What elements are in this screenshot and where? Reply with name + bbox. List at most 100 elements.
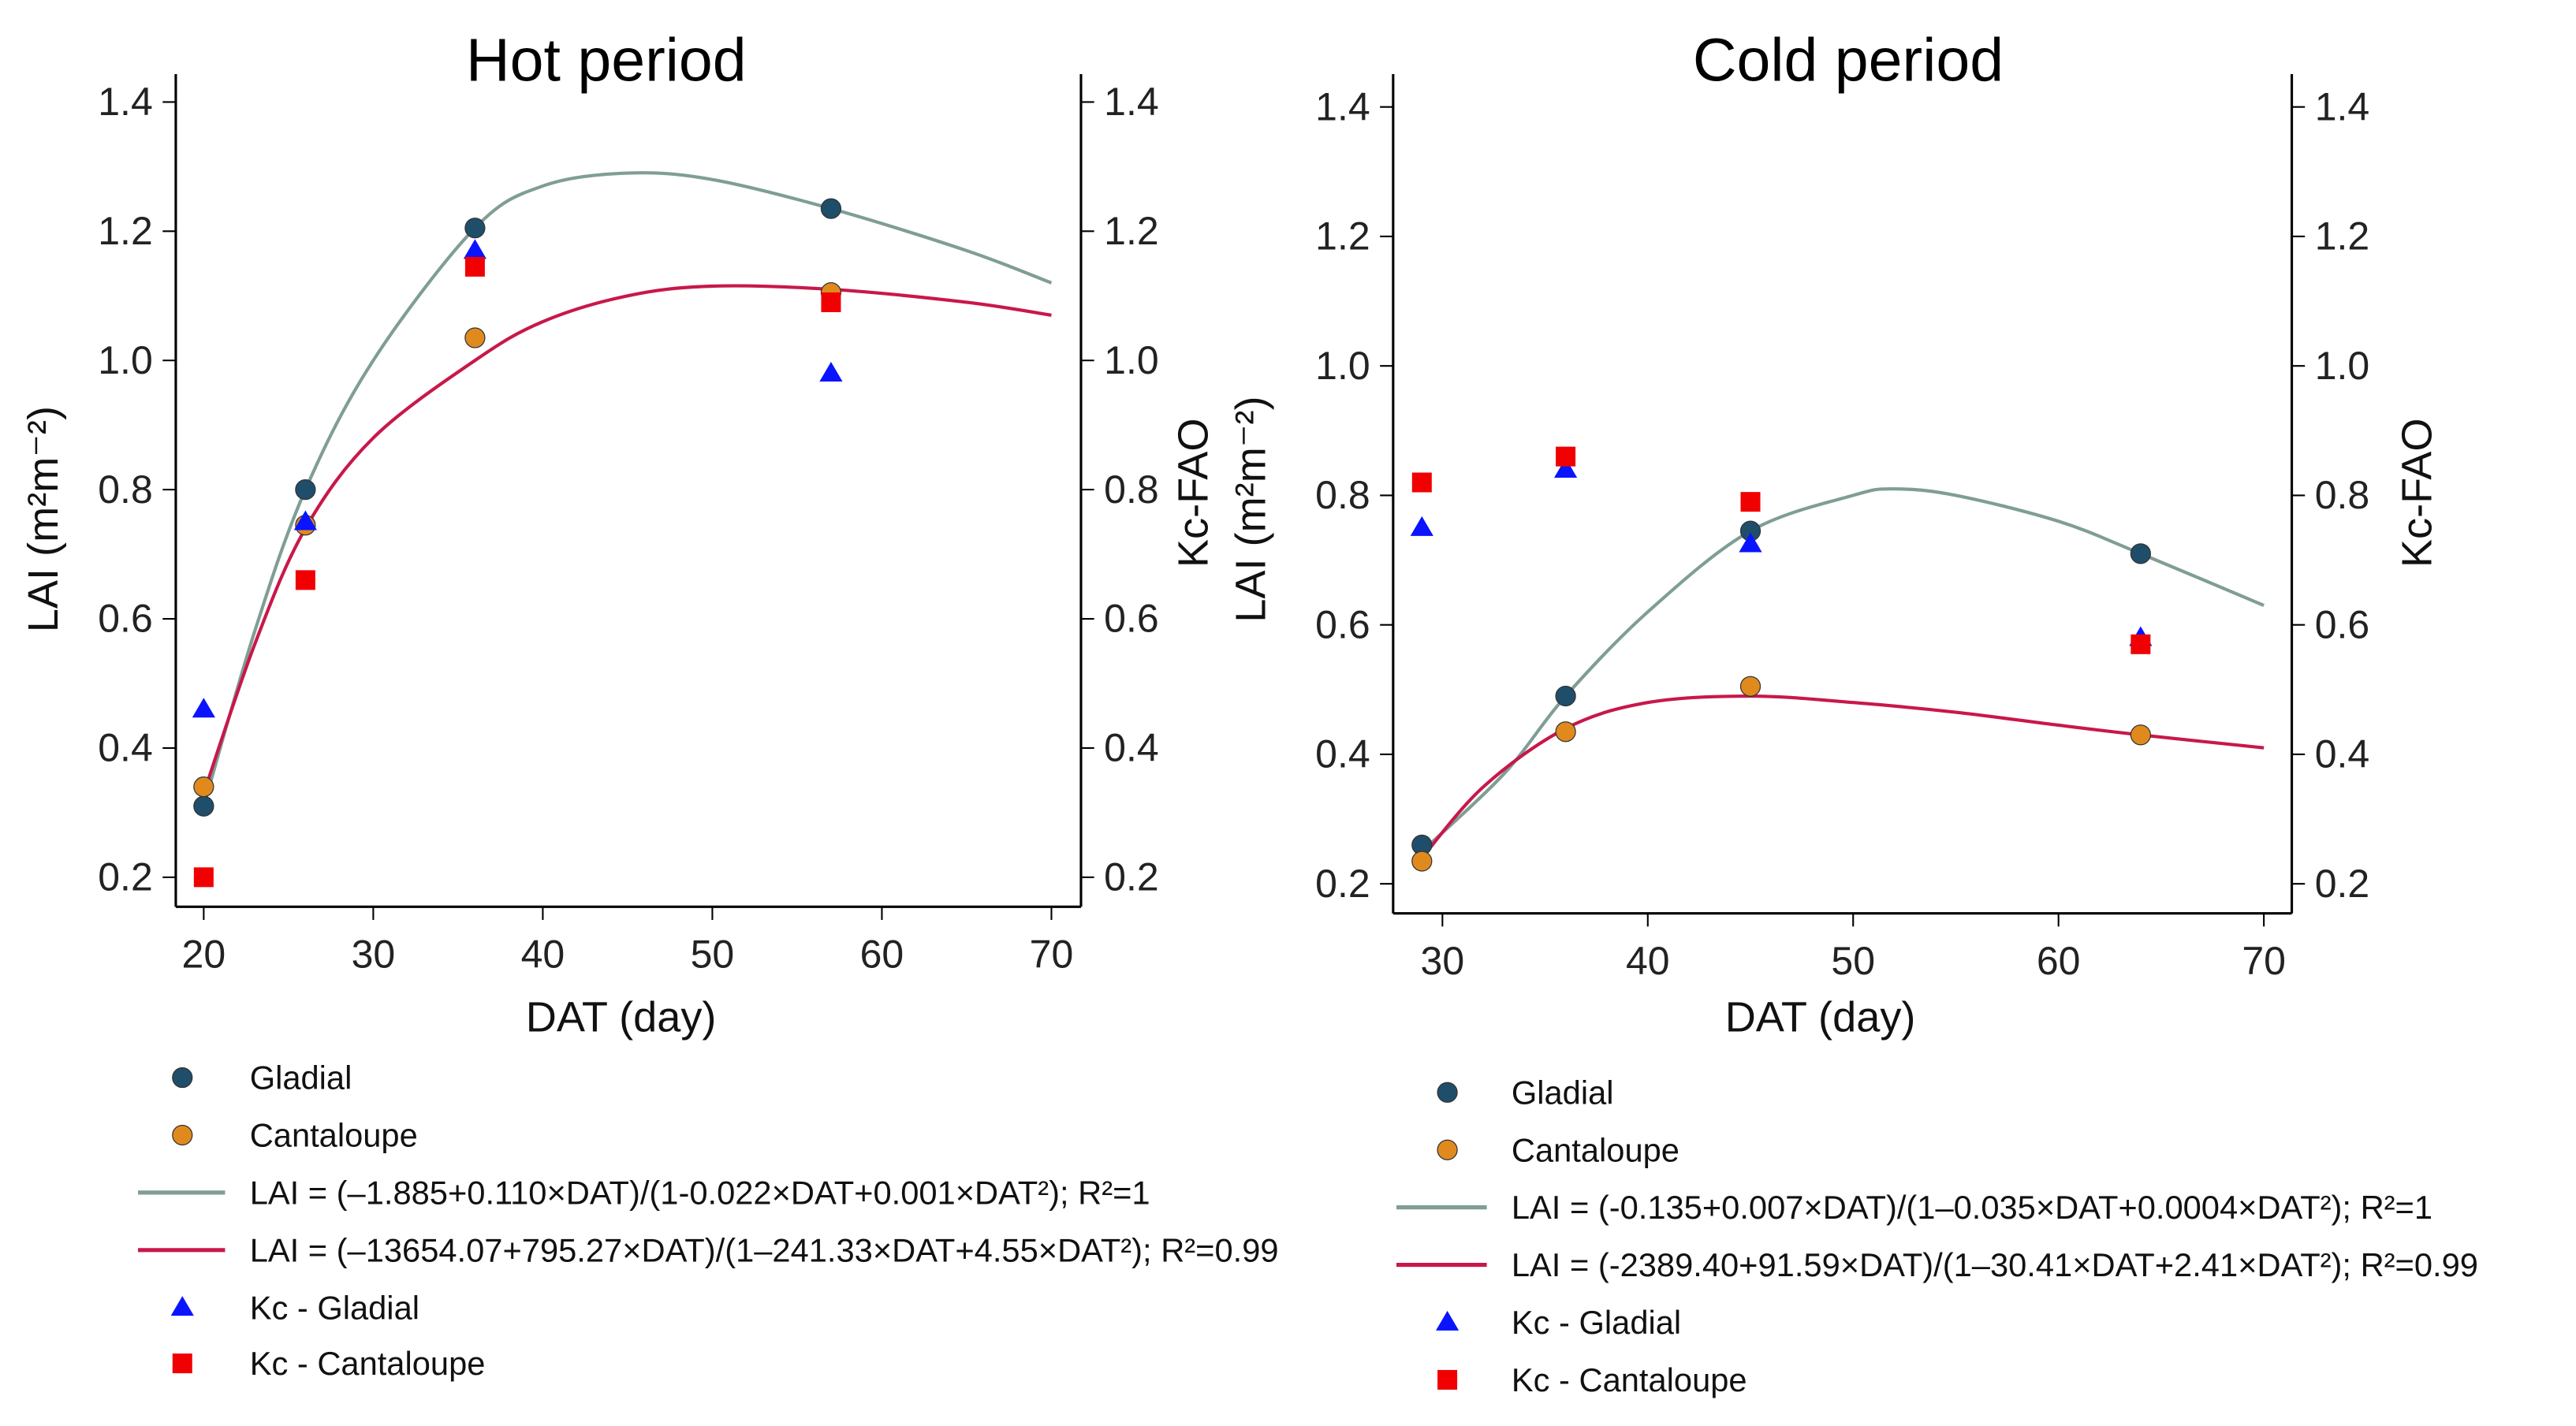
- x-tick-label: 70: [2242, 939, 2286, 983]
- legend-label: LAI = (-2389.40+91.59×DAT)/(1–30.41×DAT+…: [1512, 1246, 2478, 1283]
- legend-marker: [1436, 1310, 1459, 1331]
- legend-marker: [172, 1353, 192, 1374]
- y2-tick-label: 0.8: [1104, 467, 1159, 512]
- data-point-circle: [1555, 685, 1576, 707]
- legend-label: Kc - Gladial: [250, 1289, 419, 1326]
- data-point-triangle: [463, 239, 486, 259]
- data-point-circle: [464, 327, 486, 348]
- y2-tick-label: 1.2: [1104, 209, 1159, 253]
- x-tick-label: 50: [691, 932, 735, 976]
- x-tick-label: 40: [1626, 939, 1670, 983]
- x-tick-label: 30: [352, 932, 396, 976]
- legend-label: Gladial: [1512, 1074, 1614, 1111]
- legend-label: Kc - Gladial: [1512, 1304, 1681, 1341]
- legend-marker: [170, 1296, 194, 1316]
- y2-axis-label: Kc-FAO: [2394, 419, 2441, 568]
- data-point-triangle: [1739, 532, 1762, 553]
- y-tick-label: 1.4: [98, 80, 153, 124]
- y2-tick-label: 0.2: [2315, 862, 2370, 906]
- data-point-square: [2131, 634, 2151, 654]
- data-point-circle: [295, 479, 316, 501]
- legend-label: LAI = (–1.885+0.110×DAT)/(1-0.022×DAT+0.…: [250, 1174, 1150, 1211]
- legend-marker: [172, 1124, 193, 1146]
- data-point-square: [193, 867, 214, 888]
- y-tick-label: 1.4: [1315, 84, 1370, 128]
- y-tick-label: 0.6: [98, 597, 153, 641]
- y-axis-label: LAI (m²m⁻²): [20, 406, 67, 632]
- legend-marker: [1437, 1369, 1458, 1390]
- data-point-circle: [1555, 721, 1576, 743]
- data-point-triangle: [293, 510, 317, 531]
- y-tick-label: 1.2: [98, 209, 153, 253]
- x-tick-label: 40: [521, 932, 565, 976]
- y2-tick-label: 0.6: [2315, 602, 2370, 646]
- data-point-triangle: [1554, 457, 1578, 478]
- fit-curve-3: [1420, 694, 2265, 859]
- data-point-square: [1411, 472, 1432, 493]
- y-tick-label: 1.0: [98, 338, 153, 382]
- y-tick-label: 0.8: [98, 467, 153, 512]
- y-tick-label: 0.6: [1315, 602, 1370, 646]
- x-tick-label: 70: [1030, 932, 1074, 976]
- legend-label: Gladial: [250, 1059, 352, 1096]
- data-point-circle: [193, 776, 214, 798]
- data-point-circle: [193, 795, 214, 817]
- y-tick-label: 0.8: [1315, 473, 1370, 517]
- legend-label: Kc - Cantaloupe: [250, 1345, 486, 1382]
- y2-tick-label: 1.0: [1104, 338, 1159, 382]
- chart-title: Hot period: [466, 26, 747, 94]
- chart-title: Cold period: [1693, 26, 2004, 94]
- x-tick-label: 60: [2037, 939, 2081, 983]
- legend-marker: [1437, 1139, 1458, 1160]
- data-point-triangle: [819, 362, 843, 382]
- data-point-circle: [2130, 543, 2151, 564]
- data-point-square: [1556, 446, 1576, 467]
- legend-label: Cantaloupe: [1512, 1131, 1679, 1168]
- y-tick-label: 0.4: [1315, 732, 1370, 776]
- x-tick-label: 50: [1831, 939, 1875, 983]
- chart-panel-0: Hot period 20 30 40 50 60 70 0.2 0.2 0.4 0.4 0.6 0.6…: [20, 26, 1279, 1382]
- y-tick-label: 0.2: [98, 855, 153, 899]
- y2-tick-label: 1.0: [2315, 344, 2370, 388]
- data-point-circle: [1411, 851, 1433, 872]
- y2-tick-label: 0.8: [2315, 473, 2370, 517]
- legend-label: Cantaloupe: [250, 1117, 418, 1154]
- y2-axis-label: Kc-FAO: [1169, 419, 1217, 568]
- y2-tick-label: 1.4: [1104, 80, 1159, 124]
- y2-tick-label: 1.4: [2315, 84, 2370, 128]
- data-point-square: [295, 570, 315, 590]
- legend-marker: [1437, 1082, 1458, 1103]
- data-point-circle: [2130, 724, 2151, 746]
- y2-tick-label: 0.4: [2315, 732, 2370, 776]
- data-point-square: [821, 292, 841, 312]
- fit-curve-2: [202, 171, 1053, 807]
- chart-panel-1: Cold period 30 40 50 60 70 0.2 0.2 0.4 0.4 0.6 0.6 0…: [1227, 26, 2478, 1398]
- y-tick-label: 1.0: [1315, 344, 1370, 388]
- y2-tick-label: 1.2: [2315, 214, 2370, 259]
- x-tick-label: 60: [860, 932, 904, 976]
- data-point-circle: [1739, 676, 1761, 697]
- data-point-circle: [820, 198, 842, 219]
- x-axis-label: DAT (day): [526, 994, 717, 1041]
- fit-curve-3: [202, 284, 1052, 794]
- fit-curve-2: [1420, 487, 2265, 853]
- x-axis-label: DAT (day): [1725, 994, 1916, 1041]
- legend-label: Kc - Cantaloupe: [1512, 1361, 1747, 1398]
- y-tick-label: 0.2: [1315, 862, 1370, 906]
- y-axis-label: LAI (m²m⁻²): [1227, 396, 1274, 622]
- data-point-circle: [464, 218, 486, 239]
- data-point-triangle: [1410, 516, 1433, 536]
- legend-label: LAI = (-0.135+0.007×DAT)/(1–0.035×DAT+0.…: [1512, 1189, 2432, 1226]
- data-point-square: [1740, 492, 1761, 512]
- data-point-triangle: [192, 698, 215, 718]
- legend-label: LAI = (–13654.07+795.27×DAT)/(1–241.33×D…: [250, 1231, 1279, 1268]
- x-tick-label: 30: [1421, 939, 1465, 983]
- data-point-square: [464, 256, 485, 277]
- y2-tick-label: 0.2: [1104, 855, 1159, 899]
- y-tick-label: 1.2: [1315, 214, 1370, 259]
- x-tick-label: 20: [182, 932, 226, 976]
- y2-tick-label: 0.4: [1104, 726, 1159, 770]
- y2-tick-label: 0.6: [1104, 597, 1159, 641]
- legend-marker: [172, 1067, 193, 1089]
